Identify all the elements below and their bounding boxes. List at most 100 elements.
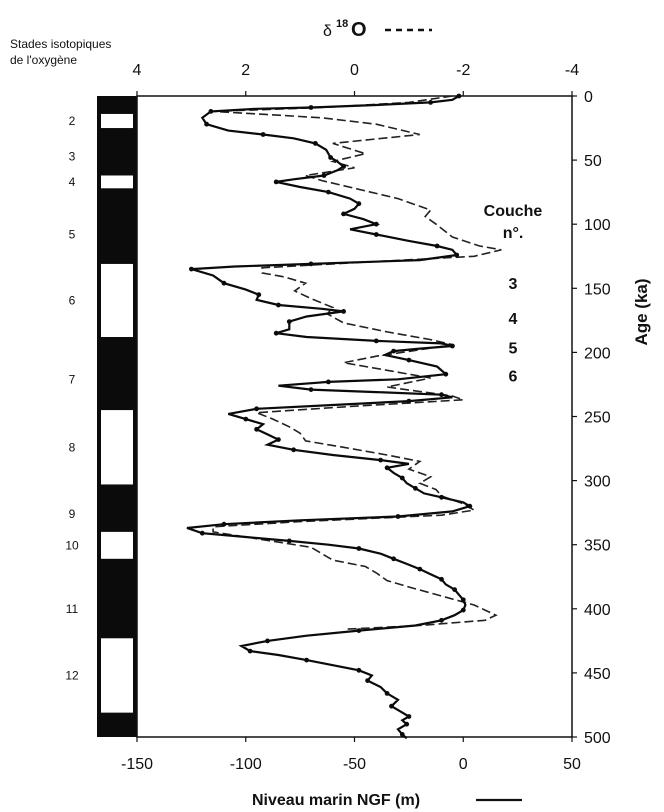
top-axis-title: δ 18 O [323, 18, 432, 41]
sea-level-point [389, 703, 394, 709]
sea-level-point [256, 292, 262, 298]
sea-level-point [378, 457, 383, 463]
bottom-tick-label: 50 [563, 756, 581, 773]
delta-superscript: 18 [336, 18, 348, 30]
sea-level-point [395, 514, 401, 519]
sea-level-point [286, 538, 292, 544]
delta-o-label: O [351, 19, 367, 41]
couche-item-3: 3 [509, 276, 518, 293]
stage-label-5: 5 [69, 227, 76, 241]
right-tick-label: 400 [584, 602, 611, 619]
isotope-stage-bar [97, 96, 137, 737]
right-axis-label: Age (ka) [632, 278, 651, 345]
delta-symbol: δ [323, 23, 332, 40]
sea-level-point [313, 141, 318, 146]
sea-level-point [189, 266, 194, 272]
sea-level-point [439, 494, 444, 500]
stage-label-8: 8 [69, 440, 76, 454]
right-tick-label: 50 [584, 153, 602, 170]
sea-level-point [406, 357, 412, 363]
stage-block-10 [101, 531, 133, 559]
stage-block-6 [101, 263, 133, 338]
bottom-tick-label: 0 [459, 756, 468, 773]
sea-level-point [273, 179, 279, 185]
sea-level-point [399, 732, 405, 737]
sea-level-point [291, 447, 296, 453]
sea-level-point [308, 105, 314, 110]
sea-level-point [373, 232, 379, 237]
sea-level-point [254, 406, 259, 412]
sea-level-point [328, 155, 333, 160]
sea-level-point [221, 280, 227, 286]
sea-level-point [260, 132, 266, 137]
stage-block-2 [101, 113, 133, 129]
couche-subtitle: n°. [503, 225, 524, 242]
sea-level-point [208, 109, 214, 114]
right-tick-label: 450 [584, 666, 611, 683]
sea-level-point [276, 437, 281, 442]
sea-level-point [384, 691, 390, 696]
couche-title: Couche [484, 203, 543, 220]
series-layer [186, 93, 502, 740]
couche-item-5: 5 [509, 340, 518, 357]
sea-level-point [452, 587, 457, 592]
sea-level-point [454, 252, 460, 258]
sea-level-point [221, 521, 227, 527]
top-tick-label: -4 [565, 62, 579, 79]
stage-label-11: 11 [66, 602, 79, 616]
sea-level-point [373, 338, 379, 344]
sea-level-point [341, 211, 346, 217]
right-tick-label: 300 [584, 474, 611, 491]
top-tick-label: 0 [350, 62, 359, 79]
stage-label-6: 6 [69, 293, 76, 307]
right-tick-label: 350 [584, 538, 611, 555]
sea-level-point [326, 379, 331, 385]
right-tick-label: 200 [584, 345, 611, 362]
sea-level-point [356, 628, 362, 633]
sea-level-point [356, 667, 362, 673]
couche-item-6: 6 [509, 368, 518, 385]
stage-label-2: 2 [69, 114, 76, 128]
sea-level-point [243, 416, 249, 422]
right-tick-label: 500 [584, 730, 611, 747]
sea-level-point [434, 243, 440, 249]
stage-label-12: 12 [65, 668, 79, 682]
sea-level-point [404, 721, 410, 727]
sea-level-point [417, 566, 423, 572]
right-tick-label: 100 [584, 217, 611, 234]
sea-level-point [356, 546, 362, 551]
sea-level-point [326, 189, 331, 195]
right-tick-label: 150 [584, 281, 611, 298]
sea-level-point [384, 465, 390, 471]
sea-level-point [247, 648, 253, 654]
right-tick-label: 0 [584, 89, 593, 106]
sea-level-point [439, 392, 444, 398]
bottom-tick-label: -50 [343, 756, 366, 773]
sea-level-point [254, 426, 259, 432]
sea-level-point [365, 678, 370, 683]
top-axis-ticks: 4 2 0 -2 -4 [133, 62, 579, 96]
delta18o-dashed-line [212, 95, 502, 631]
bottom-tick-label: -100 [230, 756, 262, 773]
stage-label-3: 3 [69, 149, 76, 163]
sea-level-point [286, 319, 292, 324]
stage-block-12 [101, 638, 133, 713]
sea-level-point [204, 121, 210, 127]
sea-level-point [276, 302, 281, 308]
top-tick-label: -2 [456, 62, 470, 79]
sea-level-point [391, 348, 396, 354]
sea-level-point [450, 343, 455, 349]
couche-legend: Couche n°. 3 4 5 6 [484, 203, 543, 385]
sea-level-point [341, 164, 346, 169]
sea-level-point [308, 387, 314, 392]
sea-level-point [304, 657, 309, 663]
sea-level-point [467, 503, 473, 509]
stage-label-7: 7 [69, 372, 76, 386]
bottom-tick-label: -150 [121, 756, 153, 773]
sea-level-point [373, 221, 379, 227]
bottom-axis-title: Niveau marin NGF (m) [252, 792, 522, 809]
sea-level-point [443, 371, 449, 377]
stage-block-4 [101, 175, 133, 189]
top-tick-label: 2 [241, 62, 250, 79]
couche-item-4: 4 [509, 311, 518, 328]
